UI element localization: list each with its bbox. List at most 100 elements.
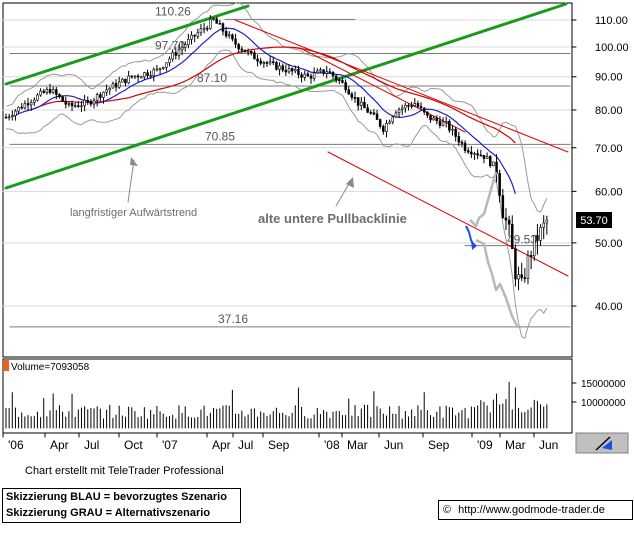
downtrend-channel-upper [234,19,569,153]
volume-axis: 10000000 15000000 [571,379,626,409]
volume-marker [3,360,9,371]
candle-body [290,68,294,72]
source-url[interactable]: http://www.godmode-trader.de [458,504,605,516]
candle-body [234,38,237,45]
candle-body [510,224,514,250]
candle-body [300,74,303,78]
candle-body [268,61,272,64]
grey-scenario-down [475,238,520,329]
candle-body [382,126,385,132]
candle-body [470,151,473,155]
pullback-arrow [335,181,351,207]
candle-body [369,112,372,114]
x-tick-label: Jun [384,438,403,452]
volume-tick-label: 15000000 [581,379,626,390]
candle-body [92,100,96,105]
candle-body [111,83,115,89]
candle-body [193,34,196,37]
candle-body [372,112,376,115]
candle-body [419,106,423,109]
x-tick-label: Jun [539,438,558,452]
candle-body [174,52,178,56]
candle-body [61,96,64,102]
candle-body [353,97,357,99]
x-tick-label: Jul [238,438,253,452]
x-tick-label: Oct [124,438,143,452]
candle-body [202,27,206,30]
level-label: 87.10 [197,71,227,85]
level-label: 49.53 [507,233,537,247]
x-tick-label: Apr [212,438,231,452]
chart-credit: Chart erstellt mit TeleTrader Profession… [25,465,224,477]
candle-body [64,100,68,105]
candle-body [306,73,310,77]
bollinger-lower [5,49,548,339]
candle-body [328,71,332,73]
candle-body [105,89,108,93]
blue-scenario-arrowhead [471,240,477,250]
price-tick-label: 50.00 [595,238,623,250]
candle-body [256,58,259,62]
x-tick-label: Sep [268,438,290,452]
level-label: 70.85 [205,129,235,143]
price-tick-label: 80.00 [595,105,623,117]
candle-body [404,105,407,109]
candle-body [11,115,14,118]
candle-body [378,119,382,127]
candle-body [149,75,152,77]
candle-body [303,73,306,78]
candle-body [240,48,244,51]
zoom-widget[interactable] [575,432,629,454]
candle-body [168,58,171,64]
zoom-widget-icon [595,436,611,451]
candle-body [388,121,391,124]
scenario-sketches [465,171,520,329]
x-tick-label: '06 [8,438,24,452]
candle-body [114,83,118,88]
volume-label: Volume=7093058 [11,362,90,373]
candle-body [539,227,542,241]
candle-body [146,72,149,76]
candle-body [488,156,492,166]
candle-body [520,274,523,279]
scenario-legend: Skizzierung BLAU = bevorzugtes Szenario … [2,488,241,523]
price-tick-label: 40.00 [595,301,623,313]
candle-body [422,107,426,113]
candle-body [341,80,344,83]
candle-body [271,61,275,64]
candle-body [237,43,240,50]
candle-body [338,79,341,81]
zoom-widget-arrow-icon [602,440,612,450]
candle-body [523,277,527,280]
x-tick-label: '09 [477,438,493,452]
candle-body [463,142,467,151]
candle-body [410,105,413,107]
candle-body [133,75,137,78]
price-tick-label: 110.00 [595,15,628,27]
candle-body [155,68,159,71]
candle-body [243,49,247,53]
candle-body [124,78,127,84]
last-price-box [576,212,612,228]
candle-body [33,99,36,103]
candle-body [479,154,483,157]
candle-body [319,69,322,72]
candle-body [48,89,52,93]
candle-body [187,38,190,45]
candle-body [322,69,325,74]
candle-body [545,219,549,224]
price-tick-label: 60.00 [595,186,623,198]
candle-body [55,89,58,95]
volume-bars [5,381,548,429]
candle-body [118,81,121,88]
candle-body [429,115,432,121]
candle-body [360,101,363,106]
candle-body [312,72,316,79]
candles [4,14,549,291]
price-tick-label: 70.00 [595,143,623,155]
candle-body [99,94,102,98]
trend-channels [4,2,569,277]
candle-body [498,173,501,196]
candle-body [86,100,90,102]
source-box: © http://www.godmode-trader.de [438,500,633,520]
